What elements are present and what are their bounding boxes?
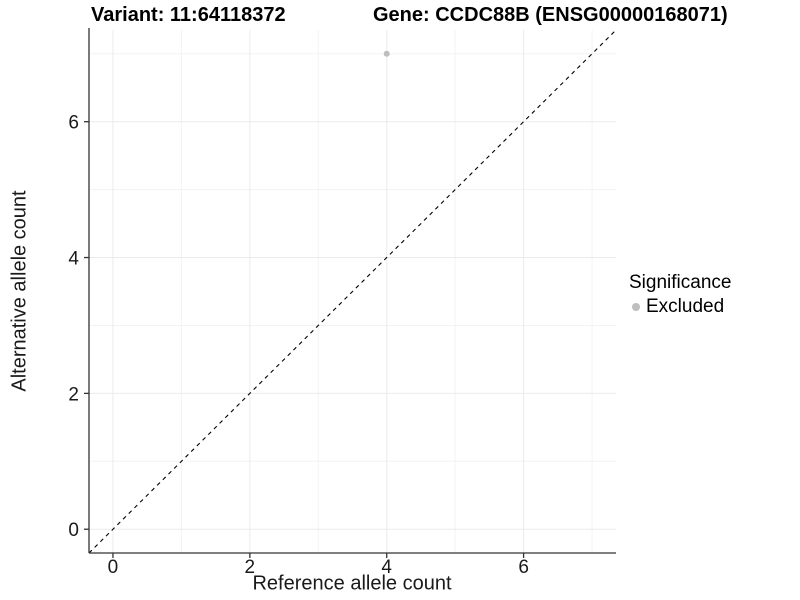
x-tick-label: 6	[518, 557, 529, 578]
x-tick-label: 4	[381, 557, 392, 578]
gene-title: Gene: CCDC88B (ENSG00000168071)	[373, 4, 728, 26]
y-tick-label: 6	[68, 113, 79, 134]
y-tick-label: 2	[68, 384, 79, 405]
y-axis-title: Alternative allele count	[8, 190, 31, 392]
identity-reference-line	[88, 29, 617, 554]
legend-item-label: Excluded	[646, 296, 725, 317]
y-tick-label: 4	[68, 249, 79, 270]
x-axis-title: Reference allele count	[252, 572, 452, 595]
variant-title: Variant: 11:64118372	[91, 4, 286, 26]
y-tick-label: 0	[68, 520, 79, 541]
x-tick-label: 0	[108, 557, 119, 578]
excluded-point-icon	[632, 303, 640, 311]
legend: Significance Excluded	[629, 272, 731, 318]
legend-item-excluded: Excluded	[632, 296, 731, 318]
x-tick-label: 2	[245, 557, 256, 578]
legend-title: Significance	[629, 272, 732, 293]
data-point-excluded	[383, 50, 390, 57]
